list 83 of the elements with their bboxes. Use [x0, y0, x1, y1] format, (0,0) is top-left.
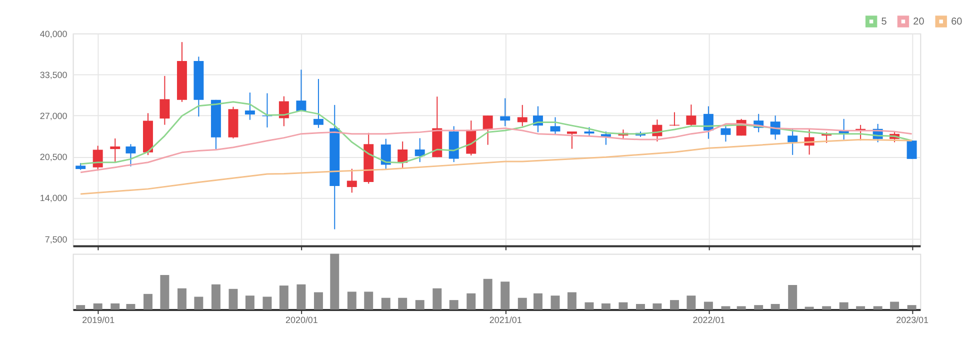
candlestick [414, 138, 425, 163]
bar [686, 296, 696, 310]
bar [652, 303, 662, 310]
bar [670, 300, 679, 310]
bar [432, 288, 442, 310]
bar [550, 296, 560, 310]
candlestick [550, 116, 560, 136]
bar [804, 306, 814, 310]
bar [770, 304, 780, 310]
bar [822, 306, 832, 310]
legend-label: 60 [951, 16, 963, 28]
x-tick-label: 2021/01 [489, 315, 522, 326]
candlestick [346, 168, 357, 194]
bar [449, 300, 458, 310]
candlestick [788, 128, 798, 156]
candlestick [160, 75, 170, 126]
bar [584, 302, 594, 310]
bar [279, 286, 288, 310]
bar [144, 294, 152, 310]
bar [704, 302, 713, 310]
bar [839, 302, 848, 310]
candlestick [296, 69, 306, 112]
bar [567, 292, 576, 310]
candlestick [906, 140, 917, 160]
x-tick-label: 2023/01 [896, 315, 929, 326]
candlestick [380, 138, 391, 170]
legend-label: 5 [881, 16, 888, 28]
bar [347, 292, 356, 310]
bar [518, 298, 527, 310]
candlestick [398, 140, 408, 169]
candlestick [517, 104, 528, 127]
legend-label: 20 [913, 16, 925, 28]
y-tick-label: 33,500 [40, 70, 68, 80]
bar [126, 304, 136, 310]
candlestick [720, 126, 731, 142]
x-tick-label: 2022/01 [692, 315, 726, 326]
bar [330, 254, 340, 310]
bar [262, 296, 272, 310]
bar [736, 306, 746, 310]
candlestick [482, 115, 493, 146]
bar [533, 293, 542, 310]
bar [415, 300, 424, 310]
candlestick [313, 78, 324, 128]
bar [160, 274, 170, 310]
bar [890, 302, 900, 310]
bar [618, 302, 628, 310]
y-tick-label: 40,000 [40, 28, 68, 39]
bar [907, 305, 916, 310]
y-tick-label: 7,500 [44, 234, 68, 244]
candlestick [126, 144, 136, 167]
candlestick [110, 138, 120, 162]
bar [245, 296, 254, 310]
bar [466, 293, 476, 310]
bar [194, 296, 204, 310]
bar [856, 306, 866, 310]
x-tick-label: 2020/01 [285, 315, 318, 326]
bar [314, 292, 323, 310]
bar [500, 282, 510, 310]
bar [601, 303, 610, 310]
bar [364, 292, 374, 310]
bar [76, 305, 86, 310]
candlestick [566, 130, 577, 150]
bar [211, 284, 220, 310]
bar [788, 284, 798, 310]
bar [381, 298, 390, 310]
bar [398, 298, 408, 310]
bar [483, 278, 492, 310]
bar [754, 305, 764, 310]
y-tick-label: 14,000 [40, 193, 68, 204]
candlestick [686, 104, 696, 126]
bar [110, 303, 120, 310]
y-tick-label: 27,000 [40, 111, 68, 122]
bar [177, 288, 186, 310]
bar [721, 306, 730, 310]
bar [93, 303, 102, 310]
bar [228, 288, 238, 310]
bar [296, 284, 306, 310]
x-tick-label: 2019/01 [82, 315, 115, 326]
candlestick [244, 92, 255, 120]
bar [873, 306, 882, 310]
bar [636, 304, 645, 310]
candlestick [500, 98, 510, 127]
y-tick-label: 20,500 [40, 152, 68, 162]
